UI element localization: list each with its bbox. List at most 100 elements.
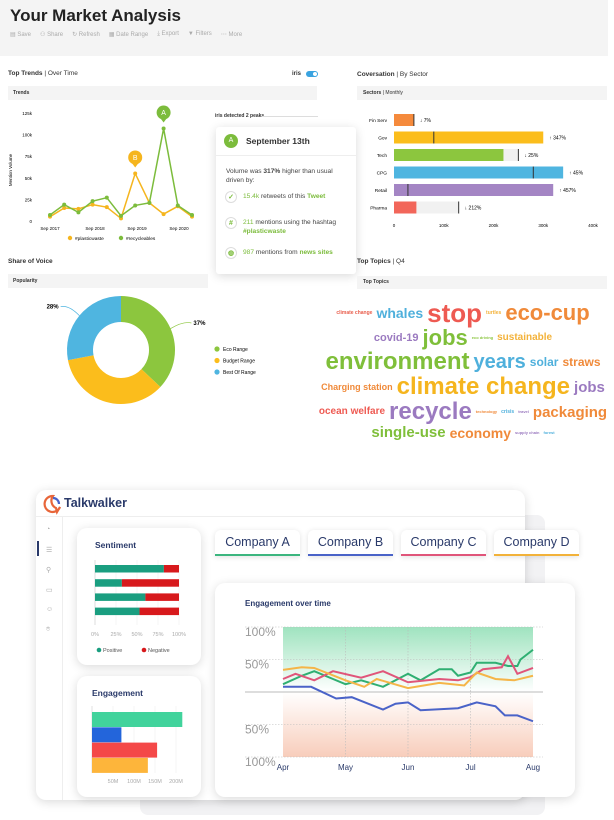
- tab-company-d[interactable]: Company D: [494, 530, 579, 556]
- topic-word[interactable]: technology: [475, 409, 498, 414]
- trend-point: [76, 206, 81, 211]
- save-icon: ▤: [10, 32, 18, 38]
- topic-word[interactable]: travel: [518, 409, 529, 414]
- topic-word[interactable]: jobs: [574, 378, 605, 396]
- driver-link[interactable]: Tweet: [307, 193, 326, 200]
- slice-label: 37%: [193, 321, 206, 327]
- topic-word[interactable]: recycle: [389, 398, 472, 425]
- dashboard-icon[interactable]: ◔: [46, 526, 51, 533]
- divider: [36, 516, 525, 517]
- topic-word[interactable]: covid-19: [373, 331, 419, 344]
- divider: [262, 116, 318, 117]
- change-label: ↓ 7%: [420, 118, 432, 124]
- export-button[interactable]: ⤓ Export: [157, 31, 179, 38]
- topic-word[interactable]: supply chain: [515, 429, 540, 435]
- donut-slice: [121, 296, 175, 387]
- topic-word[interactable]: forest: [543, 429, 555, 435]
- sentiment-bar-positive: [95, 579, 122, 587]
- donut-slice: [67, 296, 121, 361]
- trend-point: [161, 126, 166, 131]
- save-button[interactable]: ▤ Save: [10, 31, 31, 38]
- iris-toggle-label: iris: [292, 71, 302, 77]
- driver-count: 15.4k: [243, 193, 260, 200]
- topic-word[interactable]: jobs: [422, 325, 468, 350]
- peak-marker-A[interactable]: [156, 105, 171, 120]
- x-tick: Aug: [526, 763, 540, 772]
- topic-word[interactable]: eco-cup: [505, 300, 590, 325]
- topic-word[interactable]: years: [473, 351, 526, 373]
- chat-icon[interactable]: ▭: [46, 587, 53, 594]
- sov-panel-header: [8, 274, 208, 288]
- topics-title: Top Topics | Q4: [357, 258, 405, 265]
- topic-word[interactable]: Charging station: [321, 381, 393, 392]
- more-icon: ⋯: [220, 32, 229, 38]
- x-tick: Jun: [402, 763, 415, 772]
- topic-word[interactable]: climate change: [396, 373, 571, 400]
- previous-marker: [413, 114, 415, 126]
- tab-company-a[interactable]: Company A: [215, 530, 300, 556]
- toolbar-label: Save: [17, 32, 32, 38]
- topic-word[interactable]: sustainable: [497, 332, 553, 343]
- topic-word[interactable]: whales: [376, 305, 424, 321]
- driver-link[interactable]: news sites: [299, 249, 333, 256]
- topic-word[interactable]: environment: [325, 348, 470, 375]
- topic-word[interactable]: turtles: [486, 309, 502, 316]
- topic-word[interactable]: packaging: [532, 403, 608, 421]
- y-tick: 0: [29, 219, 32, 224]
- list-icon[interactable]: ☰: [46, 547, 53, 554]
- driver-link[interactable]: #plasticwaste: [243, 228, 286, 235]
- topic-word[interactable]: crisis: [501, 408, 515, 415]
- filters-button[interactable]: ▼ Filters: [188, 31, 212, 38]
- sector-label: Fin Serv: [369, 118, 387, 124]
- x-tick: 50M: [108, 779, 119, 785]
- page-title: Your Market Analysis: [10, 6, 182, 25]
- y-tick: 100%: [245, 755, 276, 769]
- share-button[interactable]: ⚇ Share: [40, 31, 63, 38]
- toolbar-label: More: [228, 32, 243, 38]
- x-tick: 25%: [110, 632, 121, 638]
- sector-title: Coversation | By Sector: [357, 71, 429, 78]
- trend-point: [104, 205, 109, 210]
- trends-panel-header: [8, 86, 317, 100]
- trend-point: [133, 171, 138, 176]
- divider: [62, 516, 63, 800]
- y-tick: 75k: [25, 154, 33, 159]
- sector-label: Gov: [378, 136, 387, 142]
- y-tick: 50%: [245, 723, 269, 737]
- hashtag-icon: #: [225, 217, 237, 229]
- trend-point: [161, 212, 166, 217]
- date-range-button[interactable]: ▦ Date Range: [109, 31, 148, 38]
- topic-word[interactable]: straws: [562, 355, 601, 369]
- topic-word[interactable]: stop: [427, 298, 483, 328]
- refresh-button[interactable]: ↻ Refresh: [72, 31, 100, 38]
- tab-company-c[interactable]: Company C: [401, 530, 486, 556]
- x-tick: 0: [393, 223, 396, 228]
- divider: [216, 155, 356, 156]
- smile-icon[interactable]: ☺: [46, 606, 54, 613]
- donut-slice: [67, 355, 161, 405]
- x-tick: 0%: [91, 632, 99, 638]
- sector-bar: [394, 131, 544, 144]
- sector-chart: Fin Serv ↓ 7% Gov ↑ 347% Tech ↓ 25% CPG ↑ 45% Re…: [369, 114, 599, 228]
- trend-point: [119, 213, 123, 218]
- tab-company-b[interactable]: Company B: [308, 530, 393, 556]
- topic-word[interactable]: ocean welfare: [318, 406, 386, 417]
- location-icon[interactable]: ⌾: [46, 626, 51, 633]
- iris-toggle[interactable]: [306, 71, 318, 77]
- topic-word[interactable]: eco driving: [471, 335, 494, 340]
- refresh-icon: ↻: [72, 32, 79, 38]
- topic-word[interactable]: climate change: [336, 309, 373, 316]
- topic-word[interactable]: solar: [529, 355, 559, 369]
- legend-marker: [141, 647, 147, 653]
- filter-icon: ▼: [187, 31, 196, 37]
- sidebar-active-indicator: [37, 541, 39, 556]
- previous-marker: [407, 184, 409, 196]
- more-button[interactable]: ⋯ More: [221, 31, 242, 38]
- topic-word[interactable]: single-use: [371, 424, 446, 441]
- x-tick: 300k: [538, 223, 549, 228]
- driver-count: 987: [243, 249, 255, 256]
- legend-label: #plasticwaste: [75, 236, 104, 242]
- peak-marker-B[interactable]: [128, 150, 143, 165]
- users-icon[interactable]: ⚲: [46, 567, 52, 574]
- topic-word[interactable]: economy: [449, 424, 512, 441]
